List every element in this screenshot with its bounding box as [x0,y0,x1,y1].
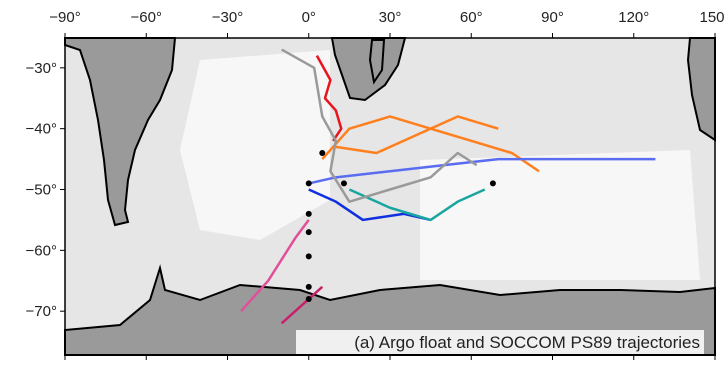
station [306,296,312,302]
station [319,150,325,156]
station [306,229,312,235]
x-tick-label: −90° [49,9,80,26]
x-tick-label: −60° [131,9,162,26]
x-tick-label: 0° [302,9,316,26]
page: {"map": { "xlim": [-90, 150], "ylim": [-… [0,0,725,363]
y-tick-label: −50° [26,182,57,199]
y-tick-label: −60° [26,242,57,259]
x-tick-label: 90° [541,9,564,26]
y-tick-label: −40° [26,121,57,138]
x-tick-label: 120° [618,9,649,26]
x-tick-label: 30° [379,9,402,26]
station [306,211,312,217]
x-tick-label: 60° [460,9,483,26]
x-tick-label: −30° [212,9,243,26]
caption: (a) Argo float and SOCCOM PS89 trajector… [354,333,700,352]
x-tick-label: 150° [699,9,725,26]
station [306,253,312,259]
station [306,284,312,290]
map: (a) Argo float and SOCCOM PS89 trajector… [0,0,725,363]
station [490,180,496,186]
station [341,180,347,186]
station [306,180,312,186]
y-tick-label: −70° [26,303,57,320]
y-tick-label: −30° [26,60,57,77]
